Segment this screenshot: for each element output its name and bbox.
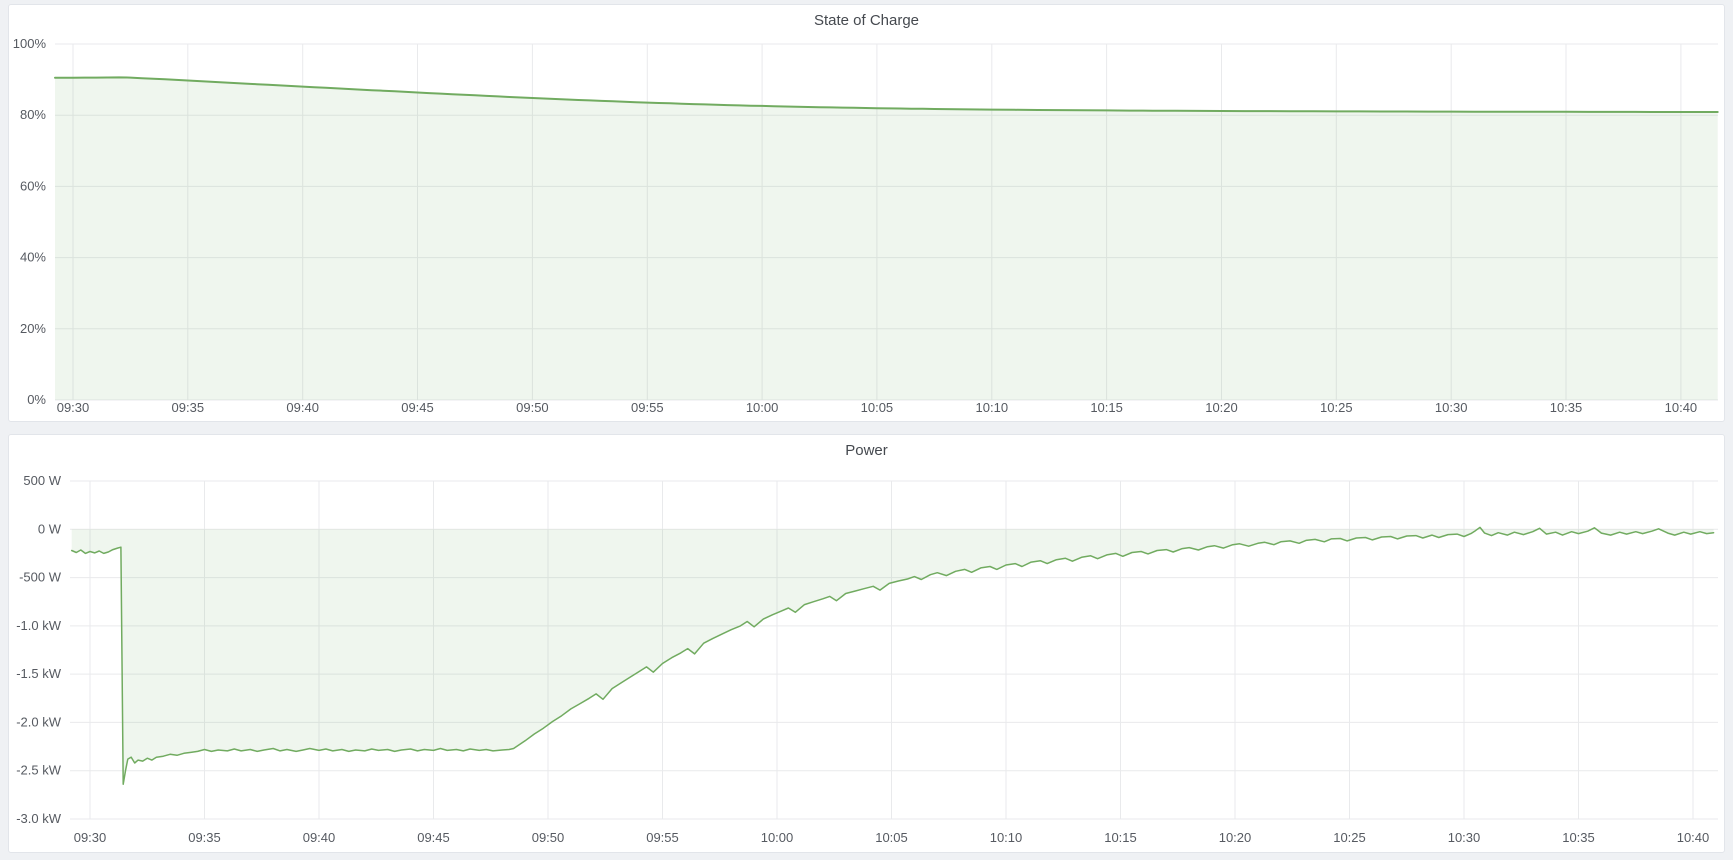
svg-text:09:35: 09:35 bbox=[188, 830, 221, 845]
svg-text:10:15: 10:15 bbox=[1104, 830, 1137, 845]
svg-text:09:40: 09:40 bbox=[303, 830, 336, 845]
svg-text:10:40: 10:40 bbox=[1665, 400, 1698, 415]
svg-text:10:15: 10:15 bbox=[1090, 400, 1123, 415]
svg-text:10:00: 10:00 bbox=[746, 400, 779, 415]
svg-text:-2.5 kW: -2.5 kW bbox=[16, 763, 62, 778]
power-series-area bbox=[71, 527, 1714, 785]
svg-text:09:50: 09:50 bbox=[516, 400, 549, 415]
svg-text:10:30: 10:30 bbox=[1435, 400, 1468, 415]
svg-text:10:20: 10:20 bbox=[1205, 400, 1238, 415]
svg-text:10:10: 10:10 bbox=[990, 830, 1023, 845]
svg-text:10:10: 10:10 bbox=[976, 400, 1009, 415]
y-axis-labels: 100% 80% 60% 40% 20% 0% bbox=[13, 36, 47, 407]
svg-text:10:00: 10:00 bbox=[761, 830, 794, 845]
panel-title-text: State of Charge bbox=[813, 11, 920, 29]
svg-text:09:55: 09:55 bbox=[631, 400, 664, 415]
svg-text:-2.0 kW: -2.0 kW bbox=[16, 714, 62, 729]
svg-text:09:30: 09:30 bbox=[74, 830, 107, 845]
panel-state-of-charge: State of Charge 100% 80% 60% 40% 20% 0% 09:30 0… bbox=[8, 4, 1725, 422]
svg-text:09:35: 09:35 bbox=[172, 400, 205, 415]
svg-text:10:30: 10:30 bbox=[1448, 830, 1481, 845]
panel-title-text: Power bbox=[845, 441, 888, 459]
svg-text:10:40: 10:40 bbox=[1677, 830, 1710, 845]
grid-lines bbox=[70, 480, 1718, 820]
panel-title-state-of-charge[interactable]: State of Charge bbox=[9, 5, 1724, 35]
svg-text:0 W: 0 W bbox=[38, 521, 62, 536]
power-series-line bbox=[70, 526, 1715, 785]
svg-text:10:35: 10:35 bbox=[1550, 400, 1583, 415]
svg-text:100%: 100% bbox=[13, 36, 47, 51]
svg-text:09:50: 09:50 bbox=[532, 830, 565, 845]
svg-text:10:05: 10:05 bbox=[875, 830, 908, 845]
svg-text:60%: 60% bbox=[20, 178, 46, 193]
svg-text:40%: 40% bbox=[20, 250, 46, 265]
state-of-charge-chart-canvas[interactable]: 100%80%60%40%20%0%09:30 09:35 09:40 09:45 09… bbox=[9, 35, 1723, 421]
panel-power: Power 500 W 0 W -500 W -1.0 kW -1.5 kW -2.0 k… bbox=[8, 434, 1725, 853]
svg-text:10:20: 10:20 bbox=[1219, 830, 1252, 845]
svg-text:20%: 20% bbox=[20, 321, 46, 336]
svg-text:0%: 0% bbox=[27, 392, 46, 407]
svg-text:09:40: 09:40 bbox=[286, 400, 319, 415]
svg-text:09:45: 09:45 bbox=[401, 400, 434, 415]
svg-text:-500 W: -500 W bbox=[19, 570, 62, 585]
panel-title-power[interactable]: Power bbox=[9, 435, 1724, 465]
svg-text:09:30: 09:30 bbox=[57, 400, 90, 415]
svg-text:-1.5 kW: -1.5 kW bbox=[16, 666, 62, 681]
soc-series-area bbox=[55, 77, 1718, 401]
svg-text:10:35: 10:35 bbox=[1562, 830, 1595, 845]
svg-text:-3.0 kW: -3.0 kW bbox=[16, 811, 62, 826]
x-axis-labels: 09:30 09:35 09:40 09:45 09:50 09:55 10:00 10:05… bbox=[74, 830, 1710, 845]
svg-text:09:45: 09:45 bbox=[417, 830, 450, 845]
y-axis-labels: 500 W 0 W -500 W -1.0 kW -1.5 kW -2.0 kW -2.5 … bbox=[16, 473, 62, 826]
svg-text:500 W: 500 W bbox=[23, 473, 61, 488]
svg-text:-1.0 kW: -1.0 kW bbox=[16, 618, 62, 633]
power-chart-canvas[interactable]: 500 W 0 W -500 W -1.0 kW -1.5 kW -2.0 kW -2.5 … bbox=[9, 465, 1723, 852]
svg-text:80%: 80% bbox=[20, 107, 46, 122]
soc-series-line bbox=[54, 76, 1719, 113]
x-axis-labels: 09:30 09:35 09:40 09:45 09:50 09:55 10:00 10:05… bbox=[57, 400, 1697, 415]
svg-text:10:05: 10:05 bbox=[861, 400, 894, 415]
svg-text:10:25: 10:25 bbox=[1333, 830, 1366, 845]
svg-text:09:55: 09:55 bbox=[646, 830, 679, 845]
svg-text:10:25: 10:25 bbox=[1320, 400, 1353, 415]
